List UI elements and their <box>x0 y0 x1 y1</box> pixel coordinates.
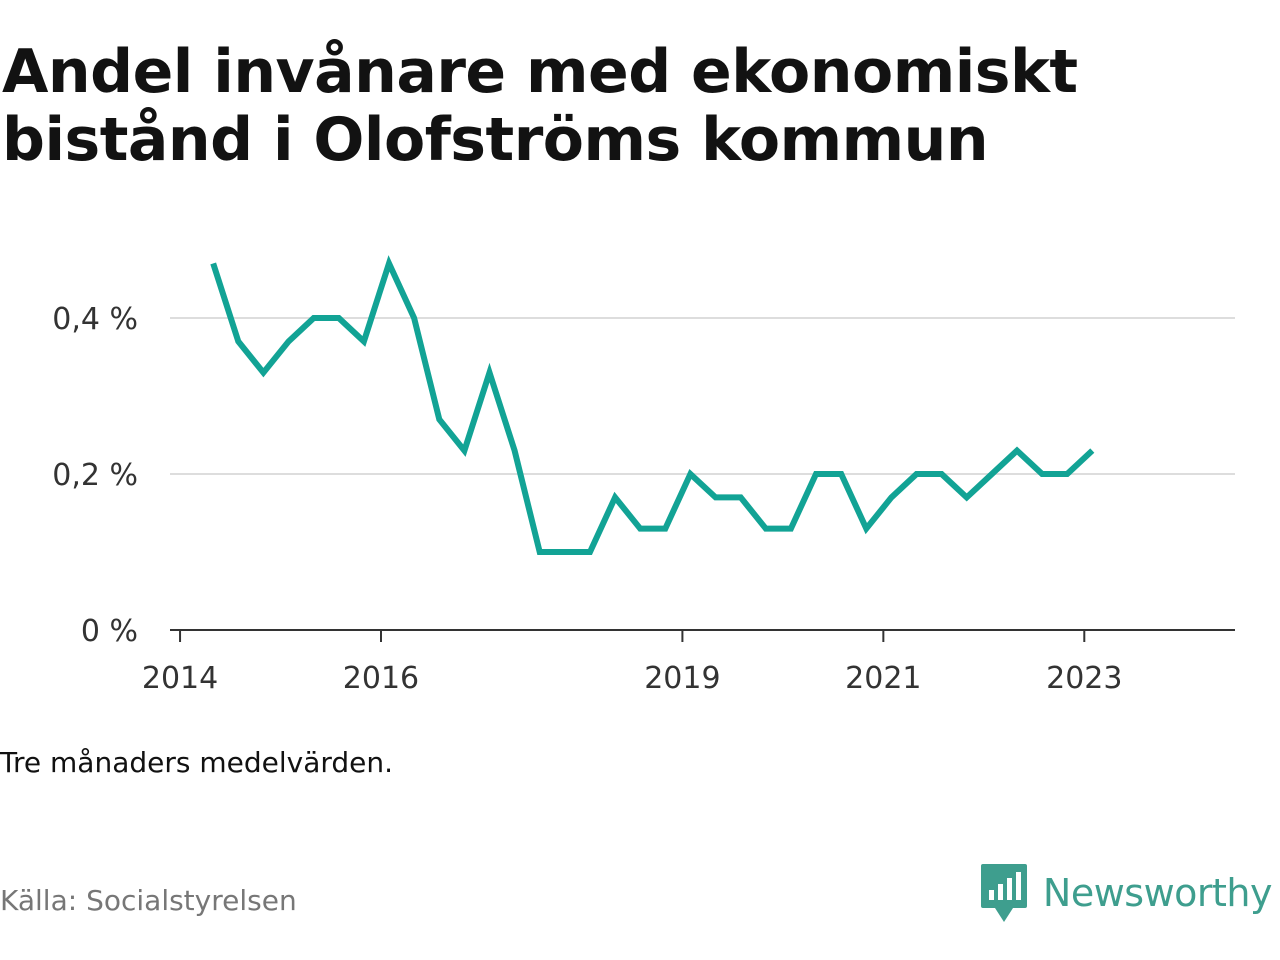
line-chart: 0 % 0,2 % 0,4 % 2014 2016 2019 2021 2023 <box>52 255 1235 696</box>
x-tick-label: 2023 <box>1046 661 1122 696</box>
brand-name: Newsworthy <box>1042 871 1273 915</box>
y-tick-label: 0,2 % <box>52 458 138 493</box>
chart-title: Andel invånare med ekonomiskt bistånd i … <box>2 37 1078 175</box>
series-points <box>213 263 1093 553</box>
y-tick-label: 0,4 % <box>52 302 138 337</box>
y-axis-labels: 0 % 0,2 % 0,4 % <box>52 302 138 649</box>
chart-source: Källa: Socialstyrelsen <box>0 884 297 917</box>
gridlines <box>170 317 1235 475</box>
x-tick-label: 2014 <box>142 661 218 696</box>
y-tick-label: 0 % <box>81 614 138 649</box>
x-tick-label: 2021 <box>845 661 921 696</box>
chart-note: Tre månaders medelvärden. <box>0 746 394 779</box>
newsworthy-logo-icon <box>980 864 1027 922</box>
x-tick-label: 2019 <box>644 661 720 696</box>
x-tick-label: 2016 <box>343 661 419 696</box>
series-line <box>210 255 1095 555</box>
x-axis-ticks <box>179 630 1086 642</box>
brand-logo: Newsworthy <box>979 862 1273 924</box>
x-axis-labels: 2014 2016 2019 2021 2023 <box>142 661 1123 696</box>
